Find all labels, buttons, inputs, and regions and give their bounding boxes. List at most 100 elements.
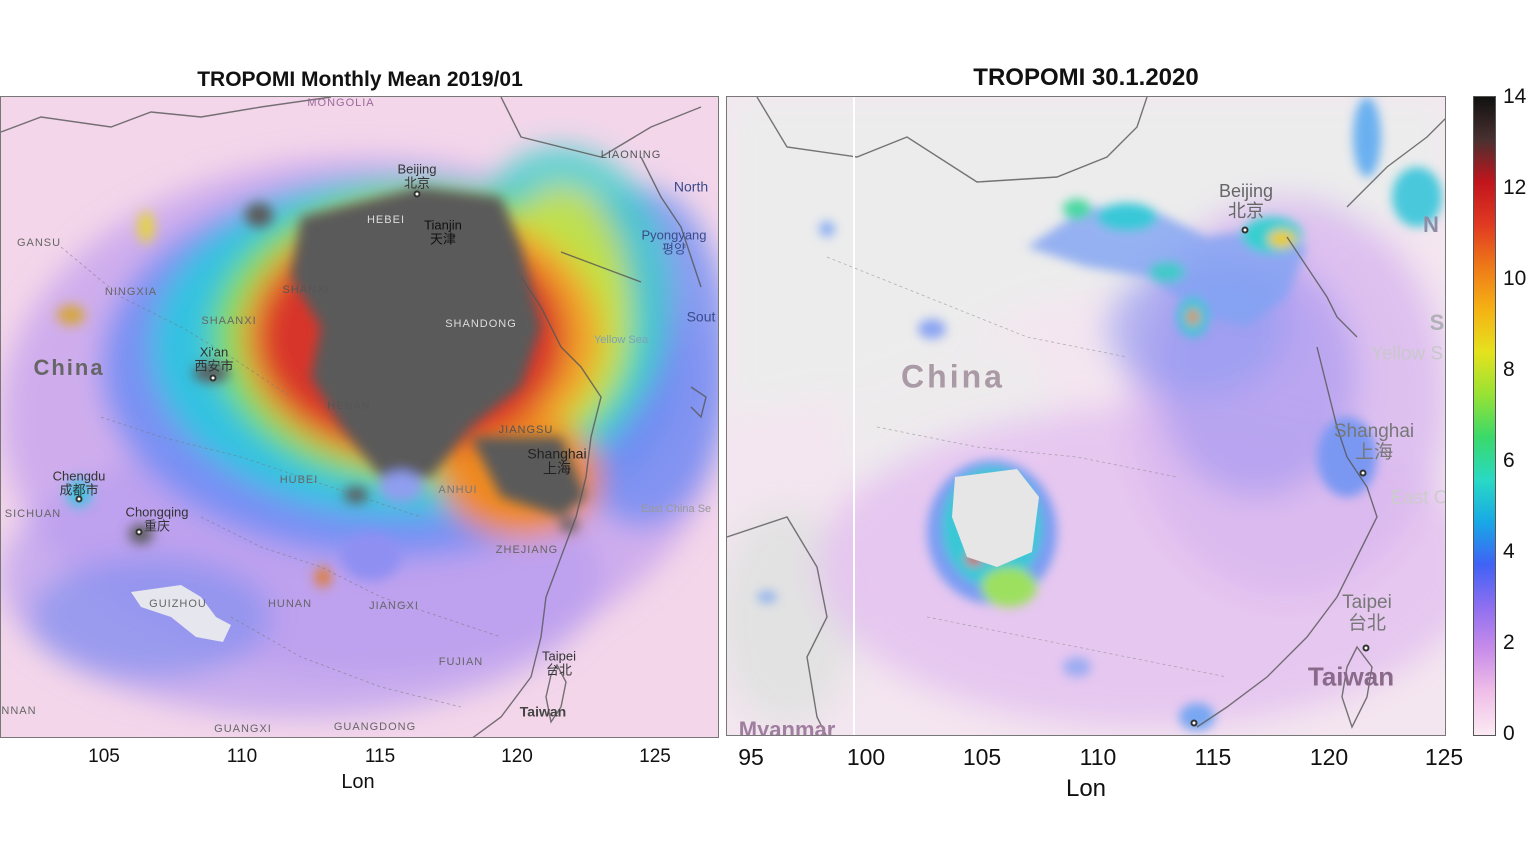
- label-henan: HENAN: [327, 399, 371, 412]
- label-pyongyang: Pyongyang 평양: [641, 227, 707, 258]
- left-map[interactable]: MONGOLIA LIAONING North Beijing 北京 HEBEI…: [0, 96, 719, 738]
- label-yellow-sea: Yellow Sea: [593, 333, 649, 346]
- colorbar-tick-10: 10: [1503, 267, 1527, 290]
- label-jiangsu: JIANGSU: [498, 423, 554, 436]
- right-x-tick-115: 115: [1194, 744, 1232, 770]
- label-chengdu: Chengdu 成都市: [52, 468, 106, 499]
- label-liaoning: LIAONING: [600, 148, 662, 161]
- r-shanghai-marker[interactable]: [1359, 469, 1367, 477]
- label-guangdong: GUANGDONG: [333, 720, 417, 733]
- label-sichuan: SICHUAN: [4, 507, 62, 520]
- label-shanxi: SHANXI: [282, 283, 330, 296]
- chengdu-marker[interactable]: [75, 495, 83, 503]
- taipei-cn: 台北: [545, 663, 572, 678]
- r-shanghai-cn: 上海: [1354, 442, 1394, 463]
- right-x-tick-125: 125: [1424, 744, 1464, 770]
- left-x-tick-120: 120: [501, 746, 533, 767]
- label-beijing: Beijing 北京: [397, 161, 437, 192]
- r-label-east: East C: [1390, 487, 1446, 509]
- label-hunan: HUNAN: [267, 597, 313, 610]
- label-hebei: HEBEI: [366, 213, 406, 226]
- chengdu-cn: 成都市: [59, 483, 99, 498]
- label-guangxi: GUANGXI: [214, 722, 272, 735]
- r-label-china: China: [901, 358, 1005, 395]
- r-shanghai-en: Shanghai: [1333, 421, 1415, 443]
- pyongyang-kr: 평양: [662, 242, 686, 257]
- shanghai-en: Shanghai: [527, 445, 587, 462]
- r-beijing-cn: 北京: [1227, 201, 1264, 221]
- left-x-tick-105: 105: [88, 746, 120, 767]
- r-label-n: N: [1423, 211, 1439, 237]
- tianjin-cn: 天津: [429, 232, 457, 247]
- r-label-taiwan: Taiwan: [1307, 661, 1395, 692]
- r-taipei-marker[interactable]: [1362, 644, 1370, 652]
- right-map-graphic: [727, 97, 1445, 735]
- colorbar-tick-6: 6: [1503, 449, 1515, 472]
- colorbar-tick-4: 4: [1503, 540, 1515, 563]
- colorbar-tick-2: 2: [1503, 631, 1515, 654]
- label-anhui: ANHUI: [438, 483, 478, 496]
- left-x-tick-115: 115: [364, 746, 396, 767]
- r-label-beijing: Beijing 北京: [1218, 181, 1274, 222]
- r-label-s: S: [1429, 309, 1445, 335]
- xian-cn: 西安市: [194, 359, 234, 374]
- colorbar-tick-14: 14: [1503, 85, 1527, 108]
- chongqing-cn: 重庆: [143, 519, 171, 534]
- colorbar-tick-0: 0: [1503, 722, 1515, 745]
- label-fujian: FUJIAN: [438, 655, 484, 668]
- r-beijing-marker[interactable]: [1241, 226, 1249, 234]
- label-north: North: [673, 178, 709, 195]
- label-china: China: [33, 354, 105, 380]
- r-taipei-en: Taipei: [1342, 592, 1392, 614]
- colorbar-tick-12: 12: [1503, 176, 1527, 199]
- right-x-axis-label: Lon: [1065, 775, 1107, 802]
- left-map-graphic: [1, 97, 718, 737]
- r-label-yellow-sea: Yellow S: [1370, 343, 1444, 365]
- shanghai-cn: 上海: [542, 461, 571, 477]
- label-guizhou: GUIZHOU: [149, 597, 207, 610]
- beijing-en: Beijing: [397, 161, 437, 177]
- label-xian: Xi'an 西安市: [194, 344, 234, 375]
- r-label-shanghai: Shanghai 上海: [1333, 421, 1415, 464]
- beijing-cn: 北京: [403, 176, 430, 191]
- left-panel-title: TROPOMI Monthly Mean 2019/01: [197, 68, 523, 91]
- right-x-tick-105: 105: [962, 744, 1002, 770]
- label-south: Sout: [686, 308, 716, 325]
- r-label-myanmar: Myanmar: [738, 716, 836, 736]
- label-shanghai: Shanghai 上海: [527, 445, 587, 478]
- xian-marker[interactable]: [209, 374, 217, 382]
- label-taipei: Taipei 台北: [542, 648, 576, 679]
- r-beijing-en: Beijing: [1218, 181, 1274, 202]
- chengdu-en: Chengdu: [52, 468, 106, 484]
- label-taiwan: Taiwan: [519, 703, 567, 720]
- label-shaanxi: SHAANXI: [201, 314, 257, 327]
- right-x-tick-95: 95: [738, 744, 764, 770]
- r-taipei-cn: 台北: [1347, 613, 1386, 634]
- left-x-axis-label: Lon: [341, 771, 375, 793]
- label-zhejiang: ZHEJIANG: [495, 543, 559, 556]
- label-east-china-sea: East China Se: [640, 502, 712, 515]
- left-x-tick-125: 125: [639, 746, 671, 767]
- label-chongqing: Chongqing 重庆: [126, 505, 189, 535]
- right-x-tick-110: 110: [1079, 744, 1117, 770]
- label-ningxia: NINGXIA: [104, 285, 158, 298]
- label-tianjin: Tianjin 天津: [424, 217, 462, 248]
- beijing-marker[interactable]: [413, 190, 421, 198]
- r-hongkong-marker[interactable]: [1190, 719, 1198, 727]
- right-x-tick-120: 120: [1309, 744, 1349, 770]
- right-panel-title: TROPOMI 30.1.2020: [973, 64, 1199, 91]
- label-nnan: NNAN: [1, 704, 37, 717]
- taipei-en: Taipei: [542, 648, 576, 664]
- xian-en: Xi'an: [199, 344, 229, 360]
- pyongyang-en: Pyongyang: [641, 227, 707, 243]
- label-gansu: GANSU: [16, 236, 62, 249]
- chongqing-marker[interactable]: [135, 528, 143, 536]
- tianjin-en: Tianjin: [424, 217, 462, 233]
- left-x-tick-110: 110: [226, 746, 258, 767]
- label-jiangxi: JIANGXI: [369, 599, 419, 612]
- right-map[interactable]: Beijing 北京 N S China Yellow S Shanghai 上…: [726, 96, 1446, 736]
- colorbar-tick-8: 8: [1503, 358, 1515, 381]
- r-label-taipei: Taipei 台北: [1342, 592, 1392, 635]
- colorbar: [1473, 96, 1496, 736]
- label-shandong: SHANDONG: [445, 317, 517, 330]
